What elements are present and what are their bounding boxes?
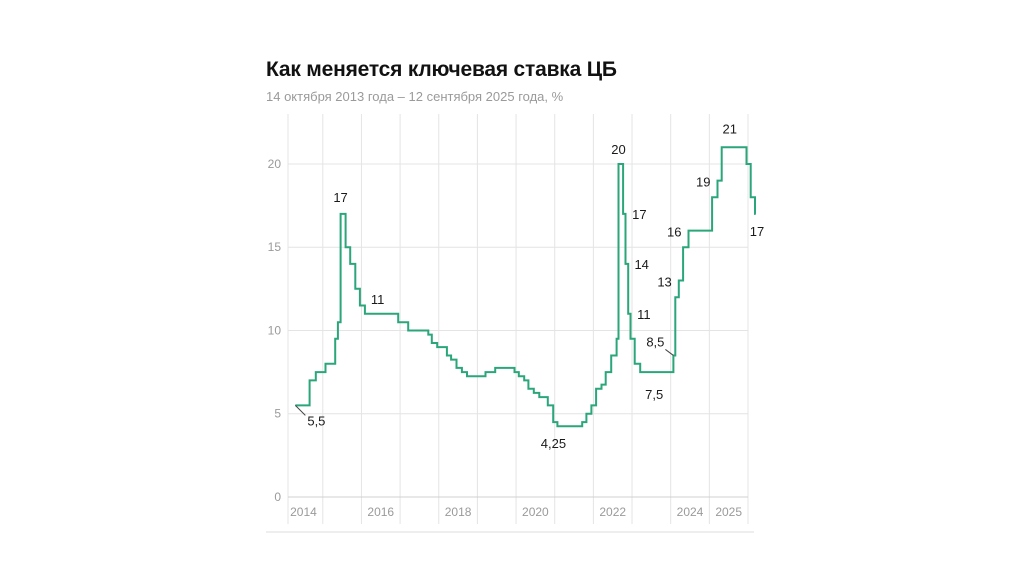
rate-annotation: 11 (637, 307, 651, 322)
rate-annotation: 5,5 (307, 413, 325, 428)
rate-annotation: 13 (657, 275, 671, 290)
x-tick-label: 2024 (677, 505, 704, 519)
rate-annotation: 7,5 (645, 387, 663, 402)
rate-annotation: 14 (634, 257, 648, 272)
annotation-leader (294, 405, 306, 416)
y-tick-label: 5 (274, 407, 281, 421)
rate-annotation: 8,5 (646, 334, 664, 349)
rate-annotation: 4,25 (541, 436, 566, 451)
y-tick-label: 0 (274, 490, 281, 504)
rate-annotation: 16 (667, 225, 681, 240)
y-tick-label: 10 (268, 323, 282, 337)
rate-annotation: 17 (333, 190, 347, 205)
rate-annotation: 20 (611, 142, 625, 157)
key-rate-line (295, 146, 756, 428)
rate-annotation: 17 (750, 224, 764, 239)
y-tick-label: 20 (268, 157, 282, 171)
x-tick-label: 2014 (290, 505, 317, 519)
rate-annotation: 17 (632, 207, 646, 222)
x-tick-label: 2022 (599, 505, 626, 519)
chart-subtitle: 14 октября 2013 года – 12 сентября 2025 … (266, 89, 564, 104)
annotation-leader (665, 349, 674, 356)
x-tick-label: 2016 (367, 505, 394, 519)
rate-annotation: 11 (371, 292, 385, 307)
chart-title: Как меняется ключевая ставка ЦБ (266, 58, 617, 81)
y-tick-label: 15 (268, 240, 282, 254)
x-tick-label: 2018 (445, 505, 472, 519)
rate-annotation: 19 (696, 175, 710, 190)
x-tick-label: 2025 (715, 505, 742, 519)
rate-annotation: 21 (722, 121, 736, 136)
x-tick-label: 2020 (522, 505, 549, 519)
